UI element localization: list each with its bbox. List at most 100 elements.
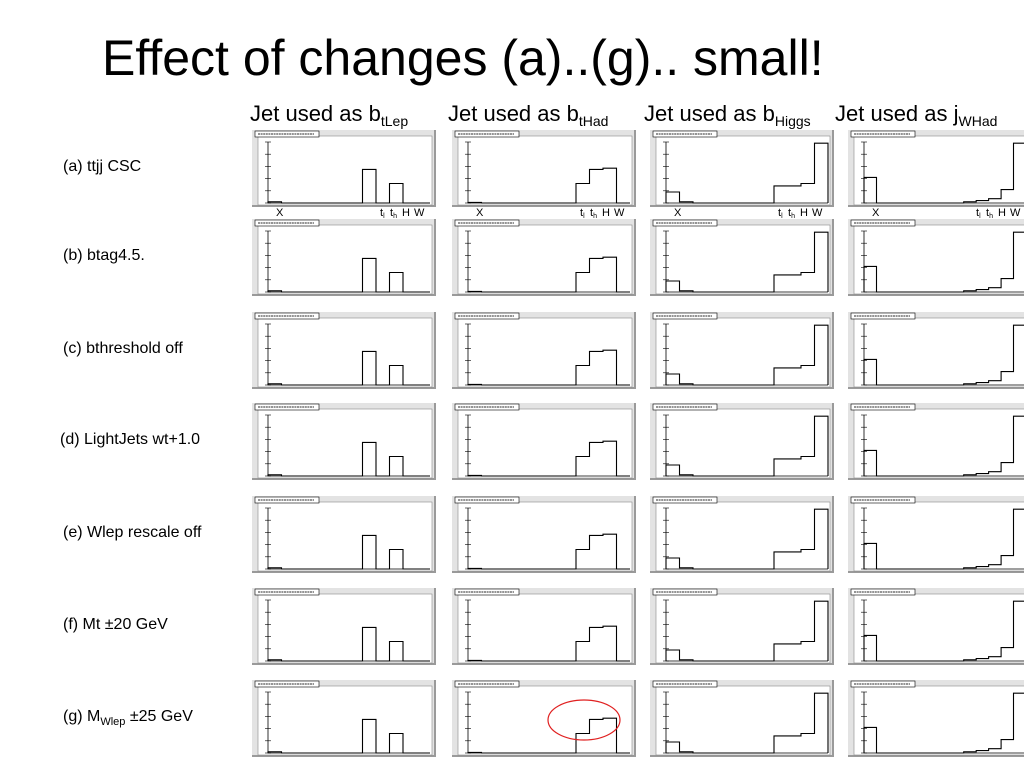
histogram-panel — [650, 130, 834, 207]
histogram-outline — [267, 350, 430, 386]
x-label-th-subscript: h — [393, 213, 397, 220]
histogram-svg — [454, 130, 633, 206]
x-label-x-text: X — [872, 207, 880, 219]
histogram-series — [665, 231, 829, 293]
x-label-tl-subscript: l — [979, 213, 981, 220]
histogram-outline — [863, 324, 1024, 386]
histogram-svg — [254, 496, 433, 572]
x-label-h: H — [800, 207, 808, 219]
histogram-svg — [850, 219, 1024, 295]
histogram-series — [467, 349, 630, 386]
plot-frame — [655, 501, 831, 572]
histogram-outline — [467, 349, 630, 386]
x-label-tl-text: t — [380, 207, 384, 219]
histogram-panel — [452, 130, 636, 207]
x-label-x-text: X — [674, 207, 682, 219]
histogram-outline — [467, 533, 630, 570]
x-label-x: X — [276, 207, 283, 219]
row-label-text: (c) bthreshold off — [63, 340, 183, 357]
histogram-panel — [650, 219, 834, 296]
x-label-w-text: W — [812, 207, 823, 219]
histogram-outline — [665, 415, 829, 477]
column-header-subscript: Higgs — [774, 113, 811, 129]
x-label-w: W — [1010, 207, 1020, 219]
histogram-outline — [665, 508, 829, 570]
plot-frame — [655, 135, 831, 206]
histogram-outline — [267, 257, 430, 293]
x-label-x: X — [476, 207, 483, 219]
histogram-series — [863, 508, 1024, 570]
plot-frame — [853, 685, 1024, 756]
histogram-panel — [848, 130, 1024, 207]
x-label-tl: tl — [778, 207, 783, 223]
column-header: Jet used as jWHad — [835, 100, 997, 135]
histogram-outline — [863, 600, 1024, 662]
row-label-subscript: Wlep — [100, 716, 126, 728]
histogram-panel — [452, 312, 636, 389]
column-header-subscript: WHad — [958, 113, 998, 129]
histogram-series — [863, 600, 1024, 662]
plot-frame — [257, 408, 433, 479]
column-header-subscript: tHad — [578, 113, 609, 129]
histogram-series — [863, 231, 1024, 293]
histogram-series — [467, 167, 630, 204]
histogram-svg — [652, 312, 831, 388]
histogram-outline — [267, 168, 430, 204]
row-label: (c) bthreshold off — [63, 339, 183, 359]
histogram-svg — [652, 130, 831, 206]
histogram-outline — [467, 167, 630, 204]
histogram-series — [267, 168, 430, 204]
plot-frame — [457, 685, 633, 756]
column-header: Jet used as btLep — [250, 100, 408, 135]
histogram-series — [863, 415, 1024, 477]
histogram-panel — [452, 588, 636, 665]
row-label-text: (e) Wlep rescale off — [63, 524, 202, 541]
x-label-th: th — [590, 207, 597, 223]
histogram-outline — [665, 692, 829, 754]
histogram-svg — [254, 680, 433, 756]
histogram-svg — [652, 496, 831, 572]
x-label-w: W — [812, 207, 822, 219]
histogram-series — [267, 626, 430, 662]
row-label: (b) btag4.5. — [63, 246, 145, 266]
histogram-panel — [252, 588, 436, 665]
histogram-outline — [863, 231, 1024, 293]
plot-frame — [457, 224, 633, 295]
plot-frame — [457, 317, 633, 388]
histogram-svg — [850, 312, 1024, 388]
x-label-w: W — [614, 207, 624, 219]
histogram-panel — [848, 496, 1024, 573]
histogram-outline — [267, 534, 430, 570]
x-label-th: th — [788, 207, 795, 223]
x-label-th-text: t — [788, 207, 792, 219]
row-label: (a) ttjj CSC — [63, 157, 141, 177]
plot-frame — [655, 685, 831, 756]
histogram-panel — [252, 403, 436, 480]
histogram-svg — [652, 588, 831, 664]
x-label-x-text: X — [476, 207, 484, 219]
histogram-svg — [850, 680, 1024, 756]
plot-frame — [457, 501, 633, 572]
x-label-tl-text: t — [778, 207, 782, 219]
histogram-series — [863, 692, 1024, 754]
histogram-outline — [863, 692, 1024, 754]
histogram-panel — [848, 680, 1024, 757]
histogram-outline — [267, 718, 430, 754]
plot-frame — [853, 408, 1024, 479]
histogram-svg — [454, 496, 633, 572]
histogram-panel — [252, 312, 436, 389]
x-label-th: th — [986, 207, 993, 223]
column-header-text: Jet used as b — [644, 101, 775, 126]
x-label-tl: tl — [380, 207, 385, 223]
plot-frame — [655, 224, 831, 295]
histogram-series — [467, 256, 630, 293]
x-label-th-subscript: h — [593, 213, 597, 220]
column-header-text: Jet used as j — [835, 101, 959, 126]
plot-frame — [655, 593, 831, 664]
x-label-x-text: X — [276, 207, 284, 219]
row-label: (d) LightJets wt+1.0 — [60, 430, 200, 450]
plot-frame — [655, 408, 831, 479]
plot-frame — [457, 593, 633, 664]
histogram-svg — [254, 403, 433, 479]
histogram-outline — [267, 441, 430, 477]
